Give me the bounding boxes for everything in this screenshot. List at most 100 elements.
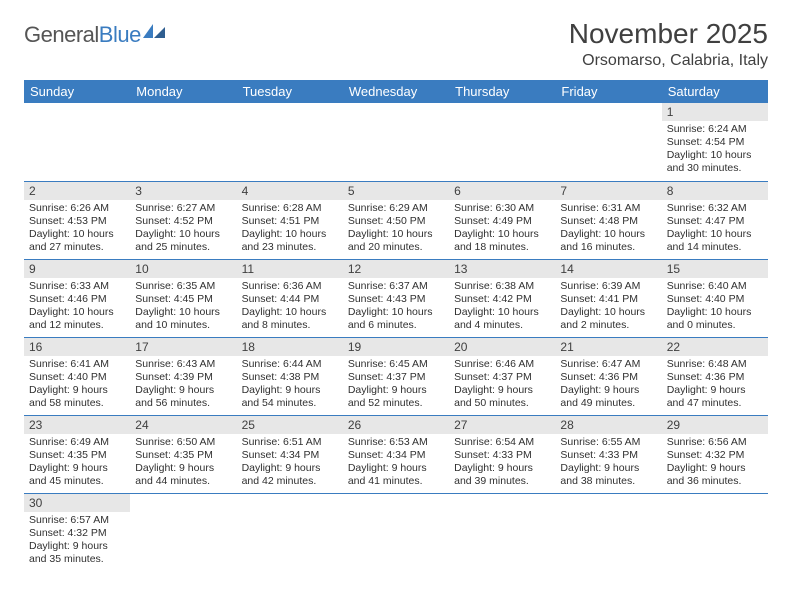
week-row: 16Sunrise: 6:41 AMSunset: 4:40 PMDayligh… — [24, 337, 768, 415]
day-cell: 1Sunrise: 6:24 AMSunset: 4:54 PMDaylight… — [662, 103, 768, 181]
day-cell: 24Sunrise: 6:50 AMSunset: 4:35 PMDayligh… — [130, 415, 236, 493]
day-number: 12 — [343, 260, 449, 278]
day-data: Sunrise: 6:29 AMSunset: 4:50 PMDaylight:… — [343, 200, 449, 259]
day-cell: 27Sunrise: 6:54 AMSunset: 4:33 PMDayligh… — [449, 415, 555, 493]
day-cell: 14Sunrise: 6:39 AMSunset: 4:41 PMDayligh… — [555, 259, 661, 337]
day-data: Sunrise: 6:56 AMSunset: 4:32 PMDaylight:… — [662, 434, 768, 493]
week-row: 2Sunrise: 6:26 AMSunset: 4:53 PMDaylight… — [24, 181, 768, 259]
day-cell: 30Sunrise: 6:57 AMSunset: 4:32 PMDayligh… — [24, 493, 130, 571]
day-data: Sunrise: 6:35 AMSunset: 4:45 PMDaylight:… — [130, 278, 236, 337]
day-data: Sunrise: 6:40 AMSunset: 4:40 PMDaylight:… — [662, 278, 768, 337]
header: GeneralBlue November 2025 Orsomarso, Cal… — [24, 18, 768, 70]
day-data: Sunrise: 6:41 AMSunset: 4:40 PMDaylight:… — [24, 356, 130, 415]
day-cell — [343, 493, 449, 571]
day-cell: 10Sunrise: 6:35 AMSunset: 4:45 PMDayligh… — [130, 259, 236, 337]
day-number: 7 — [555, 182, 661, 200]
day-cell: 29Sunrise: 6:56 AMSunset: 4:32 PMDayligh… — [662, 415, 768, 493]
logo: GeneralBlue — [24, 22, 165, 48]
day-of-week-header: Sunday — [24, 80, 130, 103]
logo-text-blue: Blue — [99, 22, 141, 47]
day-data: Sunrise: 6:36 AMSunset: 4:44 PMDaylight:… — [237, 278, 343, 337]
day-data: Sunrise: 6:38 AMSunset: 4:42 PMDaylight:… — [449, 278, 555, 337]
day-number: 22 — [662, 338, 768, 356]
day-number: 17 — [130, 338, 236, 356]
calendar-table: SundayMondayTuesdayWednesdayThursdayFrid… — [24, 80, 768, 571]
day-number: 20 — [449, 338, 555, 356]
day-data: Sunrise: 6:27 AMSunset: 4:52 PMDaylight:… — [130, 200, 236, 259]
day-cell — [449, 103, 555, 181]
day-data: Sunrise: 6:46 AMSunset: 4:37 PMDaylight:… — [449, 356, 555, 415]
day-cell: 20Sunrise: 6:46 AMSunset: 4:37 PMDayligh… — [449, 337, 555, 415]
day-data: Sunrise: 6:48 AMSunset: 4:36 PMDaylight:… — [662, 356, 768, 415]
day-cell: 26Sunrise: 6:53 AMSunset: 4:34 PMDayligh… — [343, 415, 449, 493]
day-number: 25 — [237, 416, 343, 434]
day-data: Sunrise: 6:45 AMSunset: 4:37 PMDaylight:… — [343, 356, 449, 415]
day-number: 14 — [555, 260, 661, 278]
day-data: Sunrise: 6:50 AMSunset: 4:35 PMDaylight:… — [130, 434, 236, 493]
day-cell: 18Sunrise: 6:44 AMSunset: 4:38 PMDayligh… — [237, 337, 343, 415]
day-cell: 23Sunrise: 6:49 AMSunset: 4:35 PMDayligh… — [24, 415, 130, 493]
week-row: 23Sunrise: 6:49 AMSunset: 4:35 PMDayligh… — [24, 415, 768, 493]
day-data: Sunrise: 6:37 AMSunset: 4:43 PMDaylight:… — [343, 278, 449, 337]
day-cell — [555, 493, 661, 571]
day-cell — [24, 103, 130, 181]
day-data: Sunrise: 6:55 AMSunset: 4:33 PMDaylight:… — [555, 434, 661, 493]
day-cell — [449, 493, 555, 571]
day-number: 27 — [449, 416, 555, 434]
day-cell: 17Sunrise: 6:43 AMSunset: 4:39 PMDayligh… — [130, 337, 236, 415]
day-cell: 28Sunrise: 6:55 AMSunset: 4:33 PMDayligh… — [555, 415, 661, 493]
day-cell — [237, 493, 343, 571]
day-data: Sunrise: 6:43 AMSunset: 4:39 PMDaylight:… — [130, 356, 236, 415]
day-cell: 15Sunrise: 6:40 AMSunset: 4:40 PMDayligh… — [662, 259, 768, 337]
day-cell — [237, 103, 343, 181]
day-cell: 7Sunrise: 6:31 AMSunset: 4:48 PMDaylight… — [555, 181, 661, 259]
day-number: 21 — [555, 338, 661, 356]
day-cell: 6Sunrise: 6:30 AMSunset: 4:49 PMDaylight… — [449, 181, 555, 259]
week-row: 9Sunrise: 6:33 AMSunset: 4:46 PMDaylight… — [24, 259, 768, 337]
day-data: Sunrise: 6:28 AMSunset: 4:51 PMDaylight:… — [237, 200, 343, 259]
day-number: 13 — [449, 260, 555, 278]
day-number: 28 — [555, 416, 661, 434]
day-cell: 5Sunrise: 6:29 AMSunset: 4:50 PMDaylight… — [343, 181, 449, 259]
day-cell: 22Sunrise: 6:48 AMSunset: 4:36 PMDayligh… — [662, 337, 768, 415]
day-cell: 3Sunrise: 6:27 AMSunset: 4:52 PMDaylight… — [130, 181, 236, 259]
day-cell — [130, 103, 236, 181]
logo-sail-icon — [143, 24, 165, 38]
day-data: Sunrise: 6:24 AMSunset: 4:54 PMDaylight:… — [662, 121, 768, 180]
day-cell: 11Sunrise: 6:36 AMSunset: 4:44 PMDayligh… — [237, 259, 343, 337]
day-number: 19 — [343, 338, 449, 356]
day-data: Sunrise: 6:57 AMSunset: 4:32 PMDaylight:… — [24, 512, 130, 571]
month-title: November 2025 — [569, 18, 768, 50]
day-data: Sunrise: 6:32 AMSunset: 4:47 PMDaylight:… — [662, 200, 768, 259]
day-number: 10 — [130, 260, 236, 278]
day-data: Sunrise: 6:31 AMSunset: 4:48 PMDaylight:… — [555, 200, 661, 259]
day-cell — [555, 103, 661, 181]
day-data: Sunrise: 6:54 AMSunset: 4:33 PMDaylight:… — [449, 434, 555, 493]
day-number: 9 — [24, 260, 130, 278]
location: Orsomarso, Calabria, Italy — [569, 52, 768, 70]
day-data: Sunrise: 6:44 AMSunset: 4:38 PMDaylight:… — [237, 356, 343, 415]
day-data: Sunrise: 6:47 AMSunset: 4:36 PMDaylight:… — [555, 356, 661, 415]
day-data: Sunrise: 6:49 AMSunset: 4:35 PMDaylight:… — [24, 434, 130, 493]
day-number: 11 — [237, 260, 343, 278]
day-of-week-header: Wednesday — [343, 80, 449, 103]
day-data: Sunrise: 6:26 AMSunset: 4:53 PMDaylight:… — [24, 200, 130, 259]
day-of-week-header: Saturday — [662, 80, 768, 103]
day-data: Sunrise: 6:53 AMSunset: 4:34 PMDaylight:… — [343, 434, 449, 493]
day-number: 3 — [130, 182, 236, 200]
day-number: 16 — [24, 338, 130, 356]
day-number: 18 — [237, 338, 343, 356]
week-row: 30Sunrise: 6:57 AMSunset: 4:32 PMDayligh… — [24, 493, 768, 571]
day-cell: 21Sunrise: 6:47 AMSunset: 4:36 PMDayligh… — [555, 337, 661, 415]
day-cell: 4Sunrise: 6:28 AMSunset: 4:51 PMDaylight… — [237, 181, 343, 259]
day-of-week-row: SundayMondayTuesdayWednesdayThursdayFrid… — [24, 80, 768, 103]
day-of-week-header: Thursday — [449, 80, 555, 103]
logo-text-gray: General — [24, 22, 99, 47]
week-row: 1Sunrise: 6:24 AMSunset: 4:54 PMDaylight… — [24, 103, 768, 181]
day-cell: 9Sunrise: 6:33 AMSunset: 4:46 PMDaylight… — [24, 259, 130, 337]
day-number: 26 — [343, 416, 449, 434]
day-number: 5 — [343, 182, 449, 200]
day-cell: 2Sunrise: 6:26 AMSunset: 4:53 PMDaylight… — [24, 181, 130, 259]
day-number: 23 — [24, 416, 130, 434]
day-number: 2 — [24, 182, 130, 200]
